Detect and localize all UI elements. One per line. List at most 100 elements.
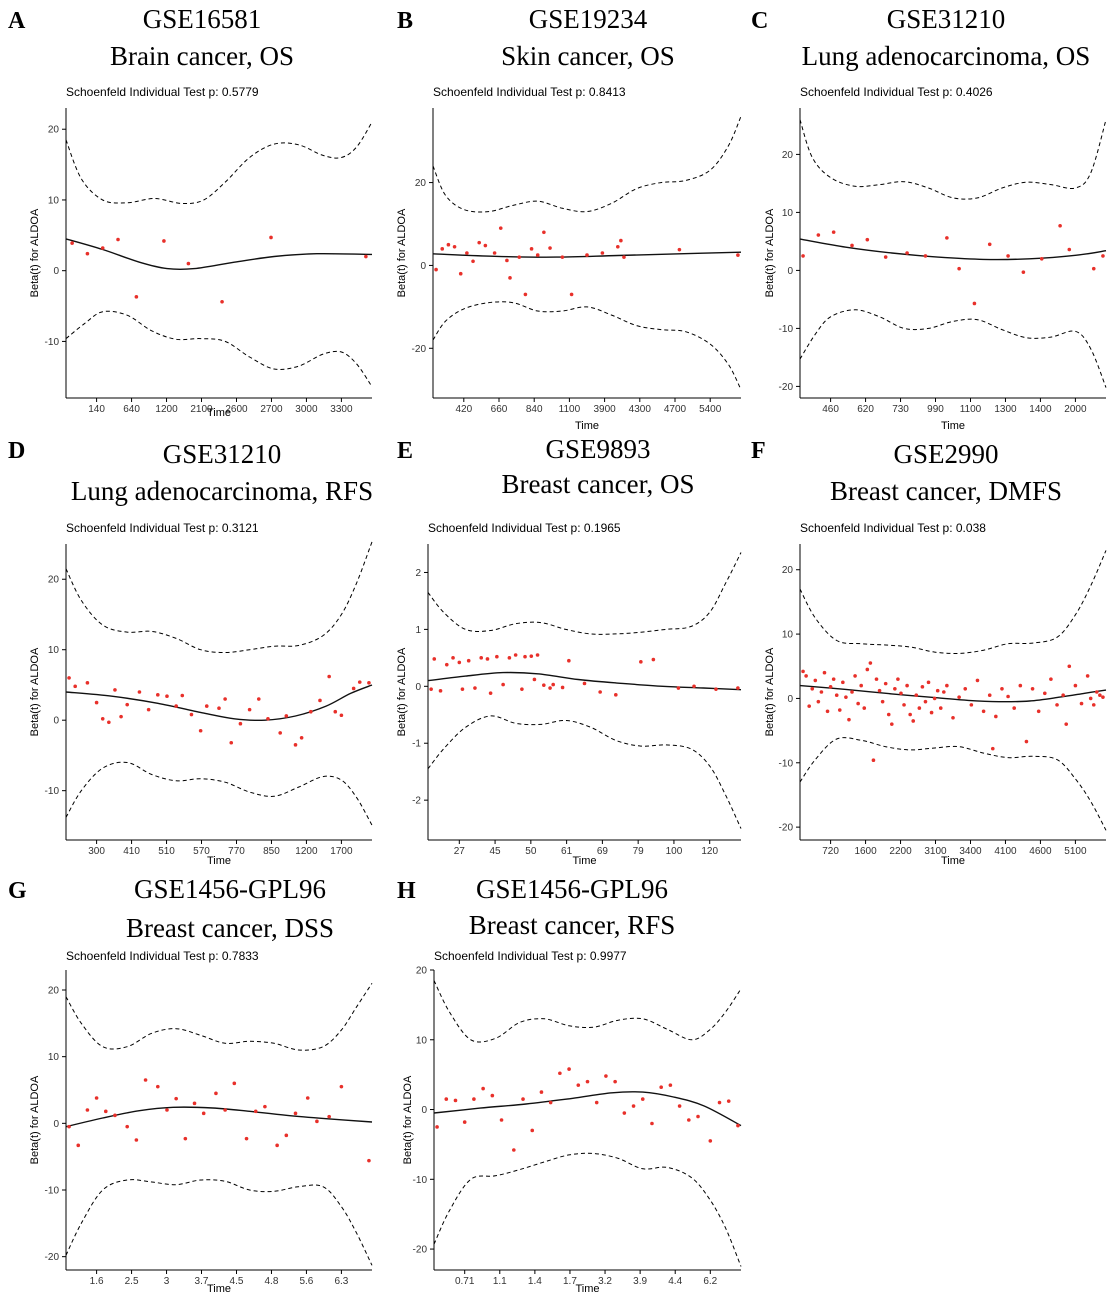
x-tick-label: 3.2 — [598, 1276, 612, 1287]
residual-point — [908, 712, 912, 717]
panel-dataset-title: GSE9893 — [545, 434, 650, 464]
residual-point — [1064, 722, 1069, 726]
residual-point — [600, 251, 605, 255]
residual-point — [429, 687, 433, 691]
residual-point — [113, 688, 117, 692]
residual-point — [917, 706, 922, 710]
residual-point — [253, 1109, 258, 1114]
x-tick-label: 1600 — [854, 846, 877, 857]
residual-point — [357, 680, 362, 684]
residual-point — [198, 728, 203, 733]
residual-point — [1101, 254, 1105, 258]
y-tick-label: 0 — [421, 1105, 427, 1116]
residual-point — [223, 697, 227, 701]
residual-point — [677, 247, 682, 252]
x-tick-label: 4.4 — [668, 1276, 682, 1287]
x-tick-label: 120 — [701, 846, 718, 857]
schoenfeld-test-label: Schoenfeld Individual Test p: 0.5779 — [66, 85, 259, 99]
residual-point — [339, 1084, 344, 1089]
x-tick-label: 0.71 — [455, 1276, 475, 1287]
residual-point — [945, 683, 949, 688]
panel-subtitle: Breast cancer, RFS — [469, 910, 676, 940]
residual-point — [165, 694, 169, 699]
panel-e: E GSE9893 Breast cancer, OS Schoenfeld Indi… — [396, 434, 742, 867]
x-tick-label: 6.2 — [703, 1276, 717, 1287]
residual-point — [94, 700, 99, 705]
residual-point — [488, 691, 493, 695]
x-tick-label: 1100 — [559, 404, 581, 415]
residual-point — [472, 1097, 476, 1101]
residual-point — [819, 690, 824, 694]
residual-point — [942, 690, 946, 694]
residual-point — [318, 698, 322, 703]
x-tick-label: 1300 — [994, 404, 1017, 415]
residual-point — [521, 1097, 525, 1101]
residual-point — [1055, 703, 1059, 707]
panel-f: F GSE2990 Breast cancer, DMFS Schoenfeld In… — [751, 438, 1107, 867]
residual-point — [692, 684, 696, 689]
residual-point — [668, 1083, 673, 1087]
residual-point — [275, 1143, 279, 1148]
beta-fit-line — [799, 684, 1107, 703]
residual-point — [192, 1101, 197, 1106]
residual-point — [201, 1111, 206, 1116]
x-axis-label: Time — [572, 855, 596, 867]
residual-point — [107, 720, 111, 725]
residual-point — [432, 657, 437, 661]
y-tick-label: -20 — [413, 1245, 428, 1256]
x-tick-label: 1700 — [330, 846, 353, 857]
x-tick-label: 3900 — [593, 404, 616, 415]
x-tick-label: 4700 — [664, 404, 687, 415]
residual-point — [972, 301, 977, 306]
y-tick-label: 20 — [782, 150, 794, 161]
residual-point — [736, 1123, 740, 1128]
residual-point — [837, 708, 842, 712]
residual-point — [598, 690, 602, 694]
residual-point — [914, 693, 919, 698]
x-tick-label: 1100 — [960, 404, 982, 415]
residual-point — [622, 1111, 627, 1115]
residual-point — [923, 699, 928, 704]
x-tick-label: 730 — [892, 404, 909, 415]
y-axis-label: Beta(t) for ALDOA — [29, 208, 41, 297]
schoenfeld-test-label: Schoenfeld Individual Test p: 0.1965 — [428, 521, 621, 535]
residual-point — [116, 237, 120, 242]
residual-point — [736, 686, 740, 690]
y-tick-label: 20 — [415, 178, 427, 189]
y-tick-label: 0 — [53, 266, 59, 277]
residual-point — [1049, 677, 1053, 681]
residual-point — [542, 230, 546, 235]
residual-point — [435, 1125, 439, 1129]
x-tick-label: 1200 — [155, 404, 178, 415]
residual-point — [708, 1139, 713, 1143]
x-tick-label: 3000 — [295, 404, 318, 415]
schoenfeld-test-label: Schoenfeld Individual Test p: 0.4026 — [800, 85, 993, 99]
residual-point — [1095, 690, 1099, 694]
residual-point — [825, 709, 830, 714]
panel-letter: H — [397, 878, 416, 904]
x-tick-label: 2600 — [225, 404, 248, 415]
residual-point — [238, 721, 243, 726]
residual-point — [367, 681, 371, 685]
residual-point — [677, 1104, 682, 1108]
residual-point — [560, 255, 565, 259]
residual-point — [229, 740, 234, 745]
x-axis-label: Time — [207, 407, 231, 419]
panel-d: D GSE31210 Lung adenocarcinoma, RFS Schoenf… — [8, 438, 373, 867]
residual-point — [119, 714, 123, 719]
residual-point — [434, 267, 438, 272]
residual-point — [822, 670, 827, 675]
y-tick-label: 10 — [782, 208, 794, 219]
x-tick-label: 3300 — [330, 404, 353, 415]
residual-point — [945, 236, 949, 240]
lower-confidence-band — [433, 1152, 742, 1267]
residual-point — [963, 686, 968, 691]
x-tick-label: 410 — [123, 846, 140, 857]
panel-g: G GSE1456-GPL96 Breast cancer, DSS Schoenfe… — [8, 874, 373, 1295]
residual-point — [100, 716, 105, 721]
residual-point — [938, 706, 943, 710]
residual-point — [505, 258, 509, 263]
schoenfeld-test-label: Schoenfeld Individual Test p: 0.9977 — [434, 949, 627, 963]
residual-point — [162, 239, 166, 243]
panel-letter: F — [751, 438, 766, 464]
